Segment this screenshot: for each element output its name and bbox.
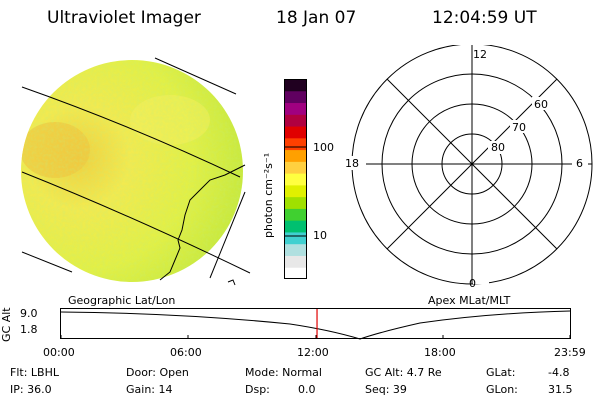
colorbar-stripe (284, 149, 307, 162)
colorbar-stripe (284, 184, 307, 198)
altitude-ytick-bottom: 1.8 (20, 323, 38, 336)
geographic-label: Geographic Lat/Lon (68, 294, 176, 307)
dsp-label: Dsp: (245, 383, 270, 396)
altitude-plot (60, 308, 571, 340)
ip-status: IP: 36.0 (10, 383, 52, 396)
colorbar-stripe (284, 79, 307, 92)
date-readout: 18 Jan 07 (276, 8, 357, 28)
colorbar-tick-10: 10 (313, 229, 327, 242)
apex-label: Apex MLat/MLT (428, 294, 511, 307)
polar-label-6: 6 (576, 157, 583, 170)
colorbar-stripe (284, 137, 307, 151)
polar-label-70: 70 (512, 121, 526, 134)
uv-image-panel (21, 57, 251, 286)
mode-status: Mode: Normal (245, 366, 322, 379)
altitude-curve (60, 310, 571, 340)
colorbar-stripe (284, 243, 307, 256)
polar-label-80: 80 (491, 141, 505, 154)
glon-label: GLon: (486, 383, 518, 396)
filter-status: Flt: LBHL (10, 366, 59, 379)
colorbar-stripe (284, 126, 307, 139)
altitude-xtick-2: 12:00 (297, 346, 329, 359)
geographic-grid (21, 57, 251, 279)
colorbar-stripe (284, 90, 307, 104)
app-title: Ultraviolet Imager (47, 8, 201, 28)
altitude-ytick-top: 9.0 (20, 307, 38, 320)
altitude-xtick-3: 18:00 (424, 346, 456, 359)
coastline (159, 164, 246, 281)
glon-value: 31.5 (548, 383, 573, 396)
colorbar-stripe (284, 196, 307, 209)
seq-status: Seq: 39 (365, 383, 407, 396)
glat-value: -4.8 (548, 366, 570, 379)
colorbar-stripe (284, 255, 307, 268)
colorbar-stripe (284, 231, 307, 245)
gc-alt-status: GC Alt: 4.7 Re (365, 366, 442, 379)
altitude-xtick-1: 06:00 (170, 346, 202, 359)
polar-plot (344, 45, 593, 285)
colorbar-stripe (284, 173, 307, 186)
uv-disk (21, 60, 243, 282)
colorbar-stripe (284, 114, 307, 127)
polar-label-60: 60 (534, 98, 548, 111)
door-status: Door: Open (126, 366, 189, 379)
colorbar-stripe (284, 208, 307, 221)
altitude-xtick-0: 00:00 (43, 346, 75, 359)
glat-label: GLat: (486, 366, 516, 379)
colorbar-stripe (284, 267, 307, 279)
colorbar-stripe (284, 102, 307, 115)
colorbar-unit-label: photon cm⁻²s⁻¹ (262, 152, 275, 238)
time-readout: 12:04:59 UT (432, 8, 537, 28)
polar-label-18: 18 (345, 157, 359, 170)
altitude-ylabel: GC Alt (0, 307, 13, 342)
colorbar-tick-100: 100 (313, 141, 334, 154)
gain-status: Gain: 14 (126, 383, 173, 396)
colorbar-stripe (284, 161, 307, 174)
altitude-xtick-4: 23:59 (554, 346, 586, 359)
colorbar-stripe (284, 220, 307, 233)
colorbar (284, 79, 307, 279)
polar-label-0: 0 (469, 277, 476, 290)
polar-label-12: 12 (473, 48, 487, 61)
dsp-value: 0.0 (298, 383, 316, 396)
